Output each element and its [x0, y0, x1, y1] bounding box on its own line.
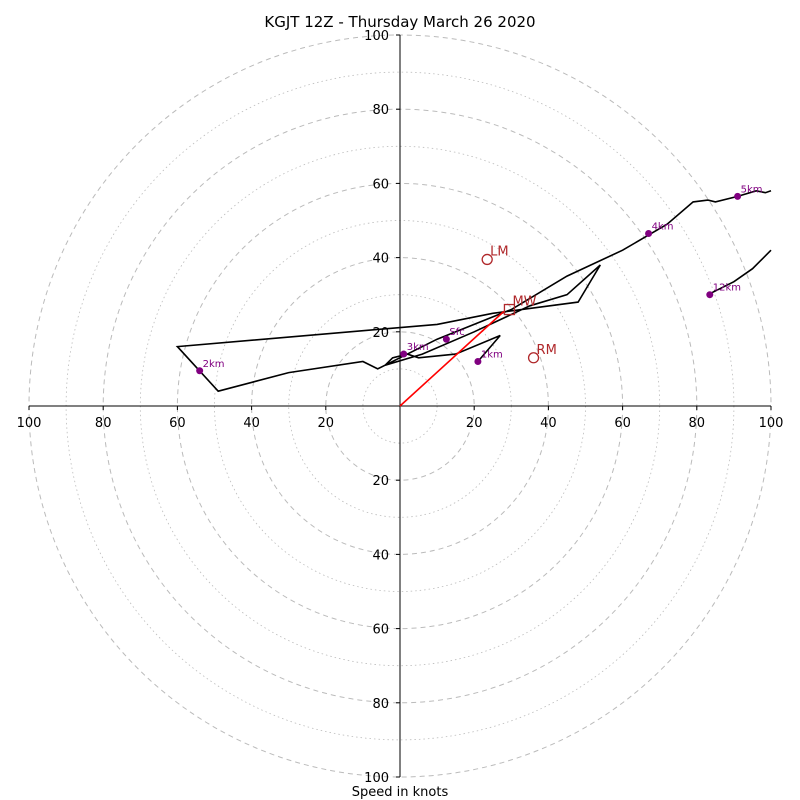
height-label: 5km	[741, 184, 763, 195]
x-tick-label: 40	[243, 416, 260, 431]
y-tick-label: 80	[372, 103, 389, 118]
tick-labels: 100 100 100 100 80 80 80 80 60 60 60 60 40 40 40 40 20 20…	[17, 29, 784, 786]
y-tick-label: 100	[364, 29, 389, 44]
height-point	[645, 229, 653, 237]
x-tick-label: 80	[95, 416, 112, 431]
height-point	[734, 192, 742, 200]
hodograph-upper-trace	[707, 249, 772, 296]
y-tick-label: 20	[372, 474, 389, 489]
mean-wind-marker	[503, 303, 516, 316]
x-tick-label: 20	[466, 416, 483, 431]
y-tick-label: 80	[372, 697, 389, 712]
y-tick-label: 40	[372, 252, 389, 267]
height-label: 1km	[481, 349, 503, 360]
height-point	[196, 367, 204, 375]
height-point	[442, 335, 450, 343]
x-tick-label: 80	[689, 416, 706, 431]
x-tick-label: 40	[540, 416, 557, 431]
storm-motion-label: MW	[512, 295, 536, 310]
height-label: Sfc	[449, 327, 464, 338]
height-label: 4km	[652, 221, 674, 232]
x-tick-label: 20	[318, 416, 335, 431]
chart-title: KGJT 12Z - Thursday March 26 2020	[264, 13, 535, 31]
storm-motion-markers: LM MW RM	[481, 244, 557, 364]
storm-motion-marker	[481, 253, 493, 266]
height-point	[474, 357, 482, 365]
height-label: 3km	[407, 342, 429, 353]
x-axis-label: Speed in knots	[352, 785, 449, 800]
x-tick-label: 100	[17, 416, 42, 431]
height-label: 2km	[203, 359, 225, 370]
storm-motion-label: LM	[490, 244, 508, 259]
height-label: 12km	[713, 283, 741, 294]
y-tick-label: 100	[364, 771, 389, 786]
height-markers: 1km Sfc 3km 2km 4km 5km 12km	[196, 184, 763, 375]
y-tick-label: 40	[372, 548, 389, 563]
x-tick-label: 60	[169, 416, 186, 431]
storm-motion-vector	[399, 310, 505, 407]
x-tick-label: 100	[759, 416, 784, 431]
height-point	[400, 350, 408, 358]
storm-motion-label: RM	[537, 343, 557, 358]
height-point	[706, 291, 714, 299]
storm-motion-marker	[527, 352, 540, 364]
hodograph-lines	[175, 189, 772, 407]
y-tick-label: 60	[372, 623, 389, 638]
y-tick-label: 60	[372, 177, 389, 192]
x-tick-label: 60	[614, 416, 631, 431]
hodograph-trace	[175, 189, 772, 393]
